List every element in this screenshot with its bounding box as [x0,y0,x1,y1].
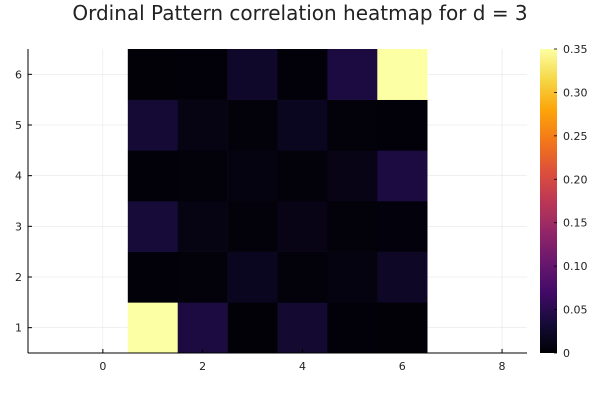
heatmap-cell [127,302,178,354]
heatmap-cell [327,150,378,202]
colorbar-tick-label: 0.20 [563,173,588,186]
heatmap-cell [127,150,178,202]
heatmap-cell [327,49,378,100]
heatmap-cell [327,99,378,151]
heatmap-cell [277,251,328,303]
heatmap-cell [277,150,328,202]
colorbar-gradient [540,49,557,353]
colorbar-tick-label: 0.30 [563,86,588,99]
x-tick-label: 4 [299,360,306,373]
heatmap-cell [177,201,228,252]
chart-title: Ordinal Pattern correlation heatmap for … [72,1,527,25]
colorbar: 0 0.05 0.10 0.15 0.20 0.25 0.30 0.35 [540,43,588,360]
heatmap-cell [127,99,178,151]
y-tick-label: 1 [15,322,22,335]
heatmap-cell [177,251,228,303]
heatmap-cell [277,201,328,252]
heatmap-cell [127,251,178,303]
heatmap-cell [377,99,428,151]
heatmap-cell [227,251,278,303]
heatmap-cell [327,201,378,252]
heatmap-cell [227,150,278,202]
heatmap-cell [177,99,228,151]
heatmap-cell [327,251,378,303]
y-tick-label: 5 [15,119,22,132]
x-tick-label: 8 [499,360,506,373]
heatmap-cell [177,49,228,100]
heatmap-cells [127,49,428,354]
heatmap-cell [377,251,428,303]
heatmap-cell [177,150,228,202]
heatmap-cell [227,302,278,354]
heatmap-cell [377,201,428,252]
y-tick-label: 6 [15,68,22,81]
colorbar-tick-label: 0.15 [563,217,588,230]
heatmap-cell [227,201,278,252]
heatmap-cell [177,302,228,354]
colorbar-tick-label: 0.05 [563,304,588,317]
axes: 0 2 4 6 8 1 2 3 4 5 6 [15,49,527,373]
x-tick-label: 2 [199,360,206,373]
heatmap-cell [277,99,328,151]
heatmap-cell [377,49,428,100]
colorbar-tick-label: 0 [563,347,570,360]
heatmap-cell [127,201,178,252]
heatmap-cell [277,49,328,100]
heatmap-cell [127,49,178,100]
heatmap-cell [227,99,278,151]
y-tick-label: 2 [15,271,22,284]
colorbar-tick-label: 0.25 [563,130,588,143]
heatmap-cell [327,302,378,354]
y-tick-label: 4 [15,170,22,183]
x-tick-label: 6 [399,360,406,373]
heatmap-cell [227,49,278,100]
heatmap-cell [377,150,428,202]
heatmap-cell [377,302,428,354]
x-tick-label: 0 [99,360,106,373]
heatmap-cell [277,302,328,354]
y-tick-label: 3 [15,220,22,233]
colorbar-tick-label: 0.35 [563,43,588,56]
colorbar-tick-label: 0.10 [563,260,588,273]
